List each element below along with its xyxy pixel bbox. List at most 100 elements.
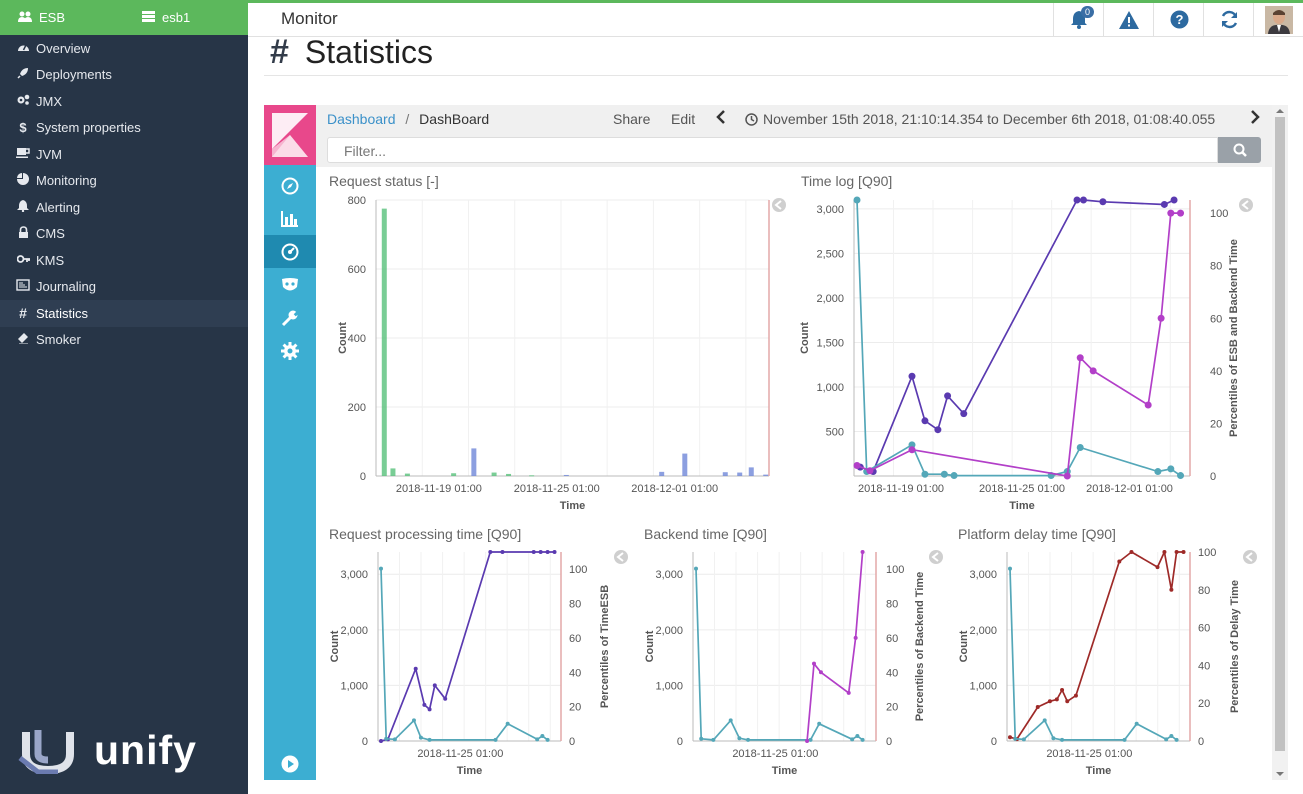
- cluster-selector[interactable]: ESB: [0, 10, 142, 25]
- collapse-nav-button[interactable]: [264, 747, 316, 780]
- sidebar-item-cms[interactable]: CMS: [0, 221, 248, 248]
- chart3-data-point: [540, 733, 545, 738]
- rocket-icon: [16, 67, 30, 82]
- compass-icon: [281, 177, 299, 194]
- timelion-nav-button[interactable]: [264, 268, 316, 301]
- chart5-data-point: [1013, 736, 1018, 741]
- scroll-down-icon: [1276, 772, 1284, 776]
- chart3-data-point: [552, 550, 557, 554]
- sidebar-item-label: Monitoring: [36, 173, 97, 189]
- sidebar-item-alerting[interactable]: Alerting: [0, 194, 248, 221]
- chart4-y-axis-label: Count: [644, 630, 656, 662]
- chart5-y2-tick-label: 60: [1198, 623, 1210, 635]
- user-avatar-button[interactable]: [1253, 3, 1303, 36]
- chart1-bar: [506, 473, 512, 476]
- edit-button[interactable]: Edit: [671, 111, 696, 127]
- visualize-nav-button[interactable]: [264, 202, 316, 235]
- sidebar-item-label: CMS: [36, 226, 65, 242]
- share-button[interactable]: Share: [613, 111, 651, 127]
- chart1-y-tick-label: 400: [348, 333, 366, 345]
- chart2-y-tick-label: 1,000: [816, 382, 844, 394]
- hash-icon: #: [19, 305, 27, 322]
- chart4-data-point: [860, 550, 865, 554]
- chart5-data-point: [1164, 737, 1169, 742]
- chart4-x-tick-label: 2018-11-25 01:00: [732, 748, 818, 760]
- chart5-y-tick-label: 1,000: [969, 680, 997, 692]
- sidebar-item-system-properties[interactable]: $ System properties: [0, 115, 248, 142]
- breadcrumb-dashboard-link[interactable]: Dashboard: [327, 111, 396, 127]
- chart2-collapse-icon: [1239, 198, 1253, 212]
- chart2-x-axis-label: Time: [1009, 500, 1034, 512]
- chart5-y2-tick-label: 0: [1198, 736, 1204, 748]
- chart2-data-point: [1144, 401, 1152, 409]
- breadcrumb: Dashboard / DashBoard: [327, 111, 489, 127]
- chart5-chevron-left-icon: [1245, 552, 1253, 562]
- chart3-chevron-left-icon: [616, 552, 624, 562]
- filter-input[interactable]: Filter...: [327, 137, 1218, 163]
- chart4-data-point: [728, 718, 733, 723]
- chart5-y-axis-label: Count: [958, 630, 970, 662]
- chart2-data-point: [921, 417, 929, 425]
- chart4-y-tick-label: 2,000: [655, 625, 683, 637]
- chevron-right-icon: [1251, 110, 1260, 124]
- time-picker[interactable]: November 15th 2018, 21:10:14.354 to Dece…: [745, 111, 1215, 127]
- scrollbar-thumb[interactable]: [1275, 117, 1285, 751]
- sidebar-item-overview[interactable]: Overview: [0, 35, 248, 62]
- chart4-data-point: [818, 670, 823, 675]
- chart1-y-tick-label: 0: [360, 471, 366, 483]
- chart1-bar: [381, 208, 387, 476]
- kibana-sidebar: [264, 105, 316, 780]
- alerts-button[interactable]: [1103, 3, 1154, 36]
- sidebar-item-label: Alerting: [36, 199, 81, 215]
- chart4-y2-tick-label: 100: [886, 564, 904, 576]
- sidebar-item-jvm[interactable]: JVM: [0, 141, 248, 168]
- chart1-y-tick-label: 200: [348, 402, 366, 414]
- chart1-x-tick-label: 2018-12-01 01:00: [631, 483, 718, 495]
- chart4-y-tick-label: 1,000: [655, 680, 683, 692]
- sidebar-item-statistics[interactable]: # Statistics: [0, 300, 248, 327]
- filter-search-button[interactable]: [1218, 137, 1261, 163]
- sidebar-item-label: Smoker: [36, 332, 81, 348]
- time-next-button[interactable]: [1250, 110, 1260, 127]
- chart1-bar: [404, 473, 410, 476]
- sidebar-item-journaling[interactable]: Journaling: [0, 274, 248, 301]
- chart4-data-point: [737, 736, 742, 741]
- devtools-nav-button[interactable]: [264, 301, 316, 334]
- chart1-bar: [737, 472, 743, 476]
- sidebar-item-label: JMX: [36, 93, 62, 109]
- chart4-y-tick-label: 0: [677, 736, 683, 748]
- sidebar-item-kms[interactable]: KMS: [0, 247, 248, 274]
- sidebar-item-label: Statistics: [36, 305, 89, 321]
- node-selector[interactable]: esb1: [142, 10, 190, 25]
- chart1-collapse-icon: [772, 198, 786, 212]
- chart5-data-point: [1174, 737, 1179, 742]
- chart1-bar: [722, 472, 728, 476]
- discover-nav-button[interactable]: [264, 169, 316, 202]
- chart3-y-axis-label: Count: [329, 630, 341, 662]
- chart2-data-point: [1079, 196, 1087, 204]
- chart3-data-point: [531, 550, 536, 554]
- chart2-data-point: [1177, 209, 1185, 217]
- sidebar-item-smoker[interactable]: Smoker: [0, 327, 248, 354]
- chart2-data-point: [1073, 196, 1081, 204]
- notifications-button[interactable]: 0: [1053, 3, 1104, 36]
- sidebar-item-monitoring[interactable]: Monitoring: [0, 168, 248, 195]
- chart4-y2-tick-label: 60: [886, 633, 898, 645]
- management-nav-button[interactable]: [264, 334, 316, 367]
- top-header: Monitor 0 ?: [248, 3, 1303, 37]
- scrollbar[interactable]: [1272, 105, 1288, 780]
- chart5-data-point: [1181, 550, 1186, 554]
- time-prev-button[interactable]: [716, 110, 726, 127]
- dashboard-nav-button[interactable]: [264, 235, 316, 268]
- refresh-button[interactable]: [1203, 3, 1254, 36]
- sidebar-item-deployments[interactable]: Deployments: [0, 62, 248, 89]
- chart4-x-axis-label: Time: [772, 765, 797, 777]
- breadcrumb-separator: /: [405, 111, 410, 127]
- chart3-data-point: [392, 737, 397, 742]
- help-button[interactable]: ?: [1153, 3, 1204, 36]
- sidebar-item-jmx[interactable]: JMX: [0, 88, 248, 115]
- chart2-y2-axis-label: Percentiles of ESB and Backend Time: [1228, 239, 1240, 437]
- server-icon: [142, 10, 155, 25]
- svg-text:?: ?: [1175, 12, 1183, 27]
- kibana-logo[interactable]: [264, 105, 316, 165]
